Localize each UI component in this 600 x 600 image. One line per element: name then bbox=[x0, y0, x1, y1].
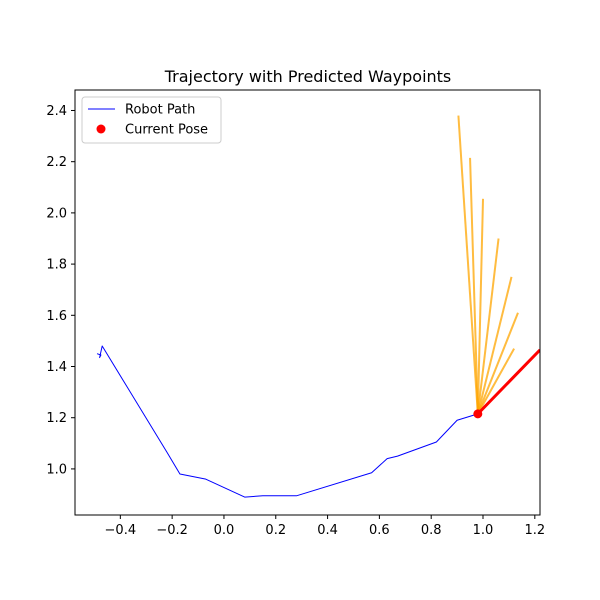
y-tick-label: 1.2 bbox=[46, 411, 67, 426]
y-tick-label: 2.4 bbox=[46, 104, 67, 119]
x-tick-label: 0.6 bbox=[369, 523, 390, 538]
legend-robot-path-label: Robot Path bbox=[125, 103, 195, 118]
predicted-waypoint-ray bbox=[476, 348, 515, 415]
x-tick-label: 0.2 bbox=[265, 523, 286, 538]
y-tick-label: 2.0 bbox=[46, 206, 67, 221]
y-tick-label: 1.4 bbox=[46, 360, 67, 375]
x-tick-label: −0.4 bbox=[105, 523, 137, 538]
y-tick-label: 1.8 bbox=[46, 258, 67, 273]
predicted-waypoint-ray bbox=[457, 115, 479, 414]
predicted-waypoint-ray bbox=[476, 276, 513, 415]
predicted-waypoint-ray bbox=[476, 198, 485, 414]
x-tick-label: 0.0 bbox=[214, 523, 235, 538]
y-tick-label: 2.2 bbox=[46, 155, 67, 170]
legend-current-pose-label: Current Pose bbox=[125, 123, 208, 138]
heading-line bbox=[476, 348, 540, 415]
x-tick-label: 0.8 bbox=[421, 523, 442, 538]
x-tick-label: −0.2 bbox=[156, 523, 188, 538]
robot-path-line bbox=[96, 345, 478, 498]
plot-frame bbox=[74, 89, 541, 516]
current-pose-marker bbox=[473, 409, 483, 419]
y-tick-label: 1.0 bbox=[46, 462, 67, 477]
predicted-waypoint-ray bbox=[469, 157, 479, 414]
x-tick-label: 0.4 bbox=[317, 523, 338, 538]
chart-title: Trajectory with Predicted Waypoints bbox=[164, 67, 452, 86]
legend: Robot Path Current Pose bbox=[81, 96, 222, 144]
x-tick-label: 1.2 bbox=[524, 523, 545, 538]
plot-data bbox=[96, 115, 540, 498]
y-tick-label: 1.6 bbox=[46, 309, 67, 324]
predicted-waypoint-ray bbox=[476, 312, 519, 415]
legend-box bbox=[81, 96, 222, 144]
x-tick-label: 1.0 bbox=[473, 523, 494, 538]
y-axis-ticks: 1.0 1.2 1.4 1.6 1.8 2.0 2.2 2.4 bbox=[46, 104, 75, 477]
predicted-waypoint-ray bbox=[476, 238, 500, 414]
x-axis-ticks: −0.4 −0.2 0.0 0.2 0.4 0.6 0.8 1.0 1.2 bbox=[105, 515, 545, 538]
legend-current-pose-swatch bbox=[96, 124, 106, 134]
